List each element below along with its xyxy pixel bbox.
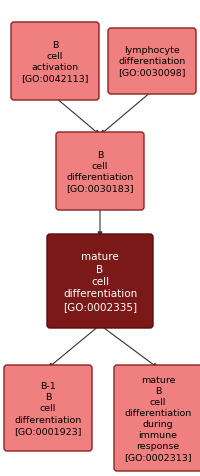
FancyBboxPatch shape [4,365,92,451]
FancyBboxPatch shape [114,365,200,471]
Text: B
cell
differentiation
[GO:0030183]: B cell differentiation [GO:0030183] [66,150,134,193]
FancyBboxPatch shape [47,235,153,328]
Text: B
cell
activation
[GO:0042113]: B cell activation [GO:0042113] [21,41,89,83]
Text: lymphocyte
differentiation
[GO:0030098]: lymphocyte differentiation [GO:0030098] [118,46,186,78]
FancyBboxPatch shape [11,23,99,101]
FancyBboxPatch shape [56,133,144,210]
Text: mature
B
cell
differentiation
[GO:0002335]: mature B cell differentiation [GO:000233… [63,252,137,311]
Text: B-1
B
cell
differentiation
[GO:0001923]: B-1 B cell differentiation [GO:0001923] [14,381,82,435]
FancyBboxPatch shape [108,29,196,95]
Text: mature
B
cell
differentiation
during
immune
response
[GO:0002313]: mature B cell differentiation during imm… [124,375,192,461]
